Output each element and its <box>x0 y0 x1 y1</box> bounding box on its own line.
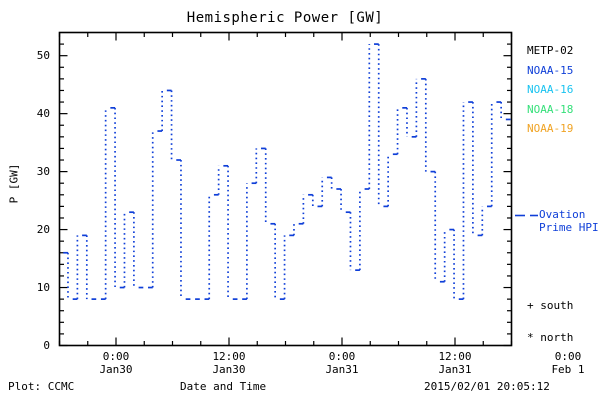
y-tick-label: 10 <box>36 281 50 295</box>
x-tick-time: 12:00 <box>212 350 246 363</box>
axis-ticks <box>58 32 513 347</box>
y-tick-label: 0 <box>43 339 50 352</box>
legend-item-noaa-19: NOAA-19 <box>527 122 574 135</box>
x-tick-date: Jan31 <box>325 362 359 376</box>
y-tick-label: 40 <box>36 107 50 121</box>
x-tick-time: 0:00 <box>102 350 130 363</box>
x-tick-date: Jan31 <box>438 362 472 376</box>
x-tick-label: 12:00 Jan31 <box>420 350 490 376</box>
legend-ovation-prime-hpi: Ovation Prime HPI <box>539 208 599 234</box>
legend-item-noaa-18: NOAA-18 <box>527 102 574 116</box>
plot-credit: Plot: CCMC <box>8 380 75 393</box>
x-tick-time: 0:00 <box>554 350 582 363</box>
y-tick-label: 50 <box>36 49 50 63</box>
x-tick-date: Jan30 <box>212 362 246 376</box>
plot-frame <box>58 31 513 347</box>
x-tick-date: Feb 1 <box>551 362 585 376</box>
y-tick-label: 20 <box>36 223 50 237</box>
legend-marker-south: + south <box>527 299 574 312</box>
x-axis-label: Date and Time <box>180 380 267 393</box>
x-tick-label: 0:00 Feb 1 <box>533 350 600 376</box>
x-tick-label: 0:00 Jan31 <box>307 350 377 376</box>
legend-item-noaa-15: NOAA-15 <box>527 63 574 77</box>
y-tick-label: 30 <box>36 165 50 179</box>
x-tick-date: Jan30 <box>99 362 133 376</box>
x-tick-label: 0:00 Jan30 <box>81 350 151 376</box>
legend-marker-north: * north <box>527 331 574 344</box>
x-tick-label: 12:00 Jan30 <box>194 350 264 376</box>
x-tick-time: 0:00 <box>328 350 356 363</box>
series-noaa-15 <box>63 43 511 300</box>
legend-item-metp-02: METP-02 <box>527 44 574 57</box>
page-title: Hemispheric Power [GW] <box>186 10 384 26</box>
timestamp: 2015/02/01 20:05:12 <box>424 380 550 393</box>
legend-item-noaa-16: NOAA-16 <box>527 83 574 96</box>
x-tick-time: 12:00 <box>438 350 472 363</box>
